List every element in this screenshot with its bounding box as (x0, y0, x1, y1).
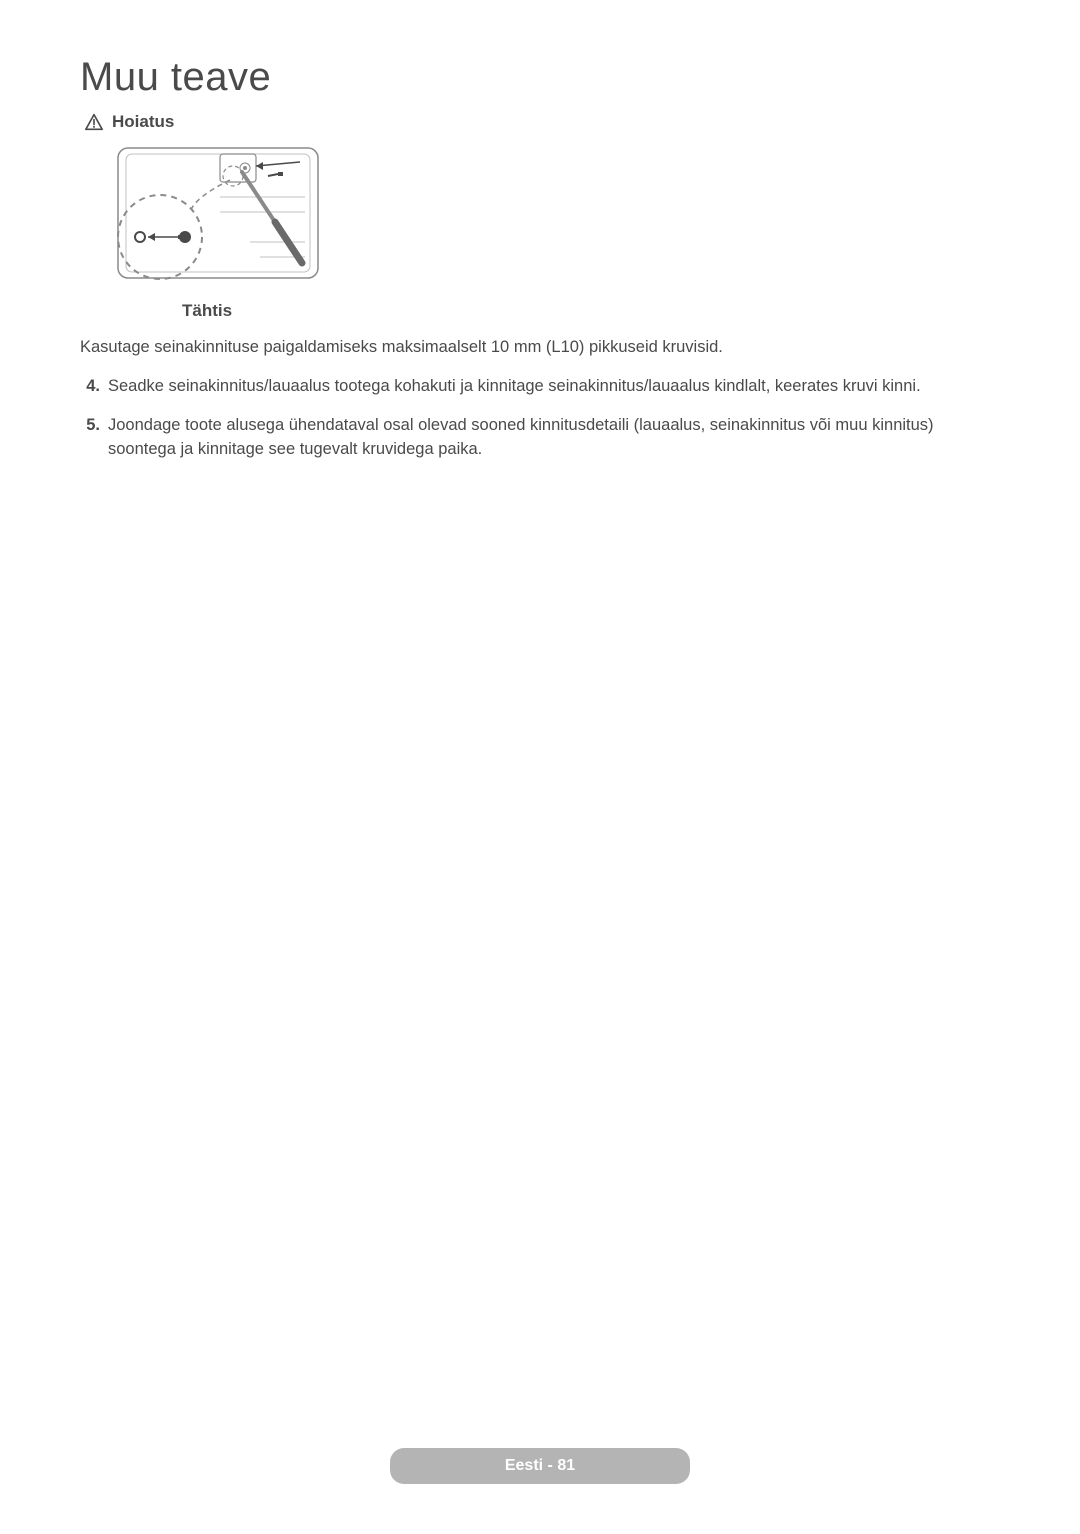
warning-heading: Hoiatus (84, 112, 1000, 132)
page-footer: Eesti - 81 (390, 1448, 690, 1484)
list-number: 4 (80, 374, 108, 399)
mounting-diagram (100, 142, 1000, 297)
warning-icon (84, 113, 104, 131)
list-number: 5 (80, 413, 108, 463)
intro-paragraph: Kasutage seinakinnituse paigaldamiseks m… (80, 335, 1000, 360)
list-item: 5 Joondage toote alusega ühendataval osa… (80, 413, 1000, 463)
list-text: Seadke seinakinnitus/lauaalus tootega ko… (108, 374, 1000, 399)
important-label: Tähtis (182, 301, 1000, 321)
warning-label: Hoiatus (112, 112, 174, 132)
page-title: Muu teave (80, 55, 1000, 100)
list-text: Joondage toote alusega ühendataval osal … (108, 413, 1000, 463)
list-item: 4 Seadke seinakinnitus/lauaalus tootega … (80, 374, 1000, 399)
